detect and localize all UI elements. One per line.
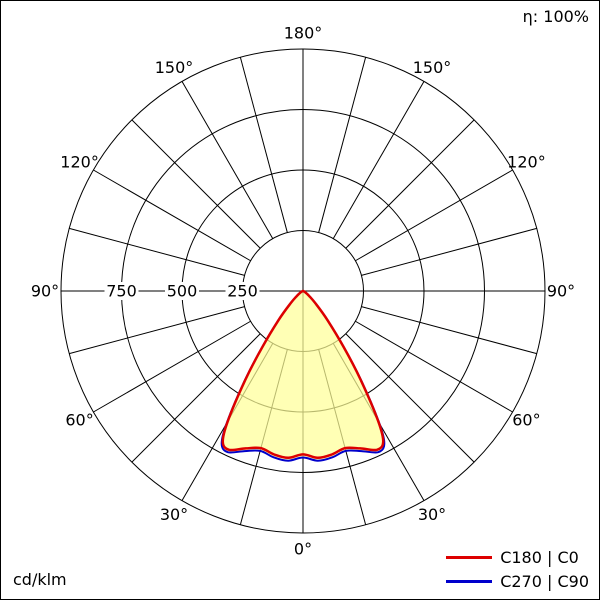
angle-label: 150° — [413, 58, 452, 77]
unit-label: cd/klm — [13, 570, 67, 589]
grid-spoke — [93, 169, 251, 262]
radial-tick-label: 500 — [167, 282, 198, 301]
radial-tick-bg — [225, 282, 260, 300]
angle-label: 60° — [512, 411, 540, 430]
legend: C180 | C0 C270 | C90 — [446, 548, 589, 591]
legend-label-c90: C270 | C90 — [500, 572, 589, 591]
angle-label: 150° — [155, 58, 194, 77]
legend-label-c0: C180 | C0 — [500, 548, 579, 567]
angle-label: 30° — [160, 505, 188, 524]
legend-line-c90 — [446, 580, 493, 583]
curve-c180-c0 — [221, 289, 385, 460]
grid-spoke — [69, 306, 245, 355]
legend-item-c90: C270 | C90 — [446, 572, 589, 591]
angle-label: 120° — [60, 153, 99, 172]
radial-tick-label: 250 — [227, 282, 258, 301]
grid-spoke — [355, 320, 513, 413]
grid-spoke — [355, 169, 513, 262]
grid-spoke — [345, 333, 475, 463]
grid-spoke — [69, 227, 245, 276]
grid-spoke — [332, 81, 425, 239]
angle-label: 90° — [31, 282, 59, 301]
radial-tick-bg — [165, 282, 199, 300]
radial-tick-label: 750 — [106, 282, 137, 301]
grid-spoke — [131, 119, 261, 249]
light-output-ratio: η: 100% — [522, 7, 589, 26]
angle-label: 120° — [507, 153, 546, 172]
angle-label: 30° — [418, 505, 446, 524]
grid-spoke — [361, 227, 537, 276]
grid-spoke — [318, 57, 367, 233]
angle-label: 0° — [294, 540, 312, 559]
grid-spoke — [131, 333, 261, 463]
grid-spoke — [239, 57, 288, 233]
grid-spoke — [181, 81, 274, 239]
legend-item-c0: C180 | C0 — [446, 548, 589, 567]
grid-spoke — [345, 119, 475, 249]
angle-label: 60° — [65, 411, 93, 430]
grid-spoke — [93, 320, 251, 413]
grid-spoke — [361, 306, 537, 355]
angle-label: 180° — [284, 24, 323, 43]
angle-label: 90° — [547, 282, 575, 301]
radial-tick-bg — [104, 282, 139, 300]
legend-line-c0 — [446, 556, 493, 559]
